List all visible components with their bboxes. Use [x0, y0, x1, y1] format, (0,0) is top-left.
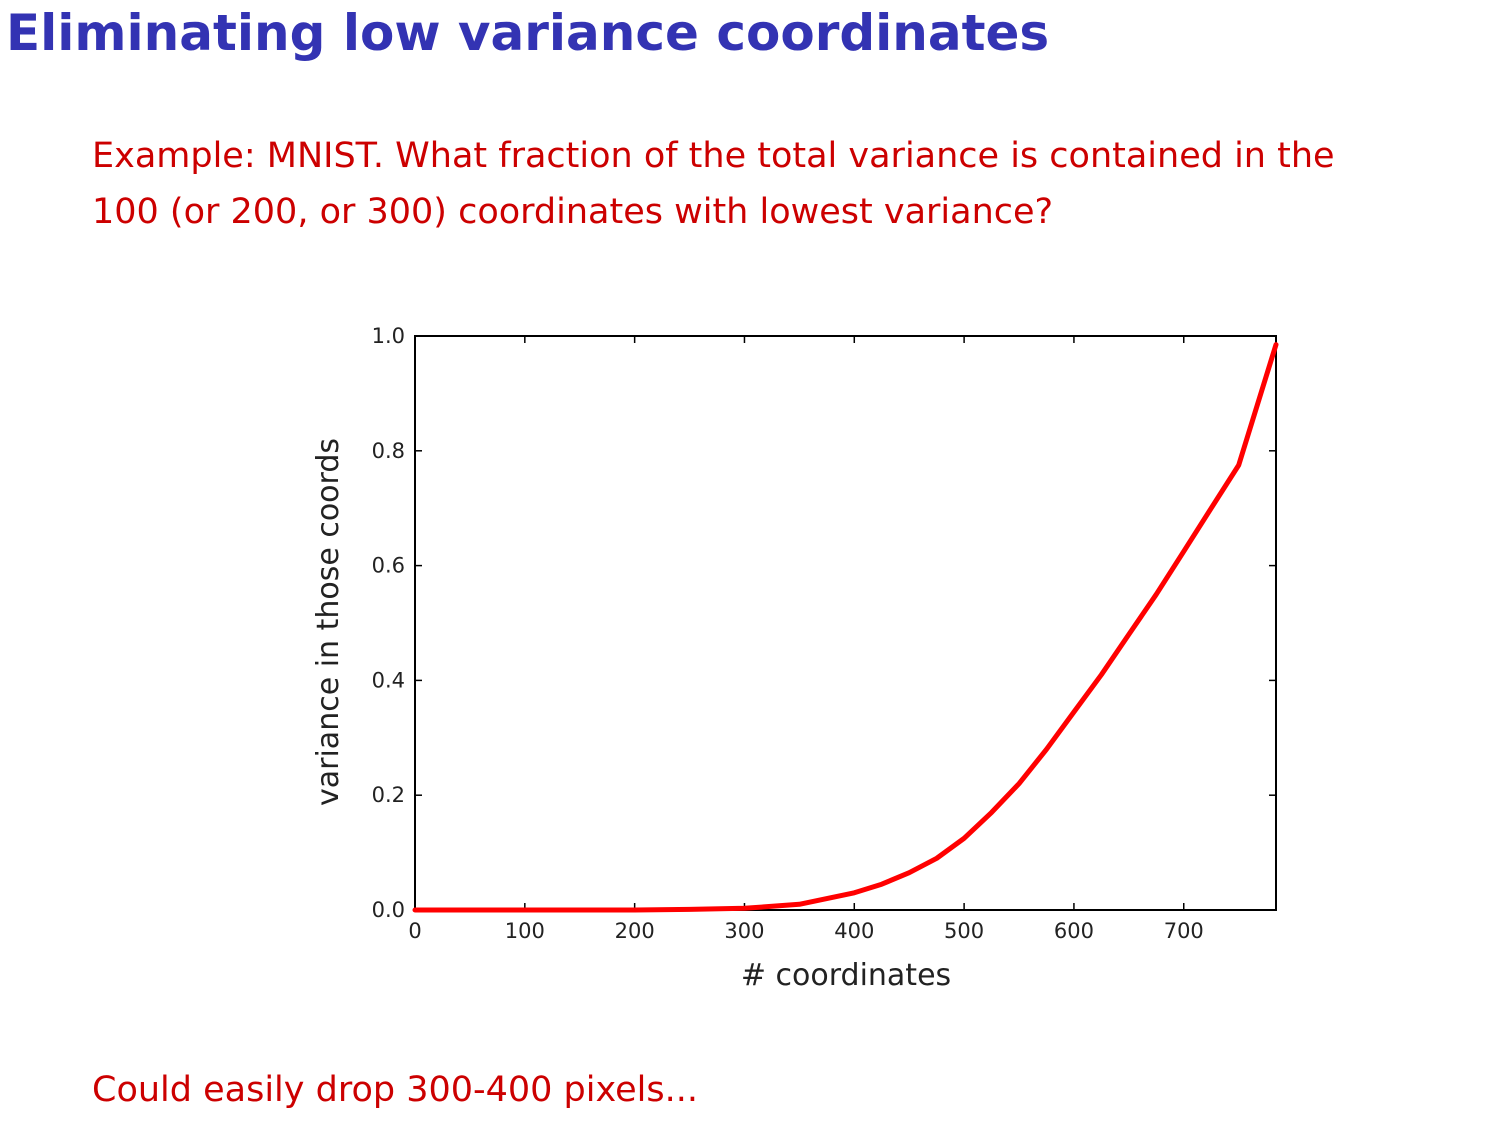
y-tick-label: 1.0	[372, 324, 405, 348]
y-tick-label: 0.6	[372, 554, 405, 578]
prompt-line-2: 100 (or 200, or 300) coordinates with lo…	[92, 192, 1054, 232]
y-axis-label: variance in those coords	[311, 438, 346, 806]
series-line	[412, 342, 1279, 913]
x-tick-label: 400	[834, 919, 874, 943]
plot-frame	[414, 335, 1277, 911]
prompt-text: Example: MNIST. What fraction of the tot…	[92, 128, 1492, 240]
x-tick-label: 300	[724, 919, 764, 943]
y-tick-label: 0.2	[372, 783, 405, 807]
x-tick-label: 500	[944, 919, 984, 943]
x-tick-label: 200	[615, 919, 655, 943]
prompt-line-1: Example: MNIST. What fraction of the tot…	[92, 136, 1335, 176]
x-tick-label: 0	[408, 919, 421, 943]
y-tick-label: 0.0	[372, 898, 405, 922]
x-axis-label: # coordinates	[741, 958, 951, 993]
y-tick-label: 0.8	[372, 439, 405, 463]
x-tick-label: 100	[505, 919, 545, 943]
x-tick-label: 700	[1164, 919, 1204, 943]
y-tick-label: 0.4	[372, 668, 405, 692]
plot-area: 0 100 200 300 400 500 600 700 0.0 0.2 0.4 0.6 0.8 1.0	[372, 324, 1279, 943]
slide-title: Eliminating low variance coordinates	[6, 4, 1050, 62]
footer-note: Could easily drop 300-400 pixels...	[92, 1070, 699, 1110]
x-tick-label: 600	[1054, 919, 1094, 943]
